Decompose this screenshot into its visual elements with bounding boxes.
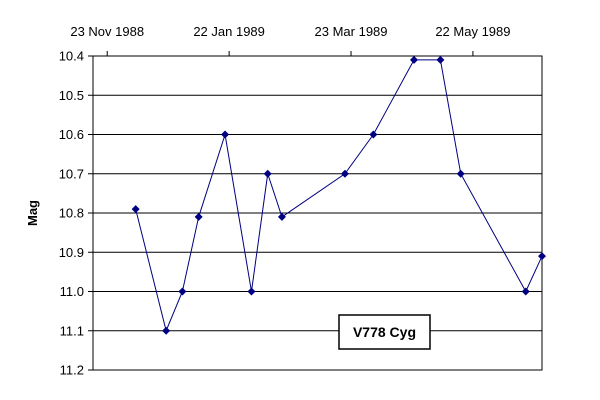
annotation-label: V778 Cyg: [353, 324, 416, 340]
y-tick-label-10.6: 10.6: [59, 127, 84, 142]
data-point: [194, 212, 203, 221]
data-point: [178, 287, 187, 296]
data-point: [162, 326, 171, 335]
data-point: [221, 130, 230, 139]
y-tick-label-10.4: 10.4: [59, 49, 84, 64]
y-tick-label-11.0: 11.0: [60, 284, 84, 299]
y-tick-label-10.8: 10.8: [59, 206, 84, 221]
x-tick-label: 23 Nov 1988: [70, 24, 144, 39]
data-point: [340, 169, 349, 178]
data-point: [247, 287, 256, 296]
data-point: [456, 169, 465, 178]
data-point: [131, 205, 140, 214]
y-tick-label-10.5: 10.5: [59, 88, 84, 103]
y-tick-label-10.9: 10.9: [59, 245, 84, 260]
data-point: [538, 252, 546, 261]
annotation-box: V778 Cyg: [338, 314, 431, 350]
data-point: [277, 212, 286, 221]
y-tick-label-11.1: 11.1: [60, 323, 84, 338]
data-point: [369, 130, 378, 139]
y-tick-label-10.7: 10.7: [59, 166, 84, 181]
data-point: [521, 287, 530, 296]
y-axis-tick-labels: 10.4 10.5 10.6 10.7 10.8 10.9 11.0 11.1 11.2: [59, 49, 93, 378]
data-point: [410, 55, 419, 64]
x-tick-label: 22 May 1989: [435, 24, 510, 39]
x-axis-tick-labels: 23 Nov 1988 22 Jan 1989 23 Mar 1989 22 May …: [70, 24, 511, 56]
series-v778-cyg: [131, 55, 546, 335]
x-tick-label: 23 Mar 1989: [315, 24, 388, 39]
data-point: [263, 169, 272, 178]
x-tick-label: 22 Jan 1989: [193, 24, 265, 39]
y-tick-label-11.2: 11.2: [60, 363, 84, 378]
gridlines: [93, 94, 542, 332]
y-axis-label: Mag: [25, 200, 40, 226]
data-point: [436, 55, 445, 64]
